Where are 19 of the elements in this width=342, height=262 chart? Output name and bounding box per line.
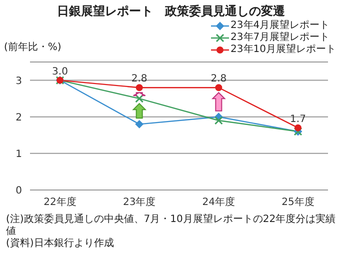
data-label: 2.8 xyxy=(131,74,148,85)
text: (注)政策委員見通しの中央値、7月・10月展望レポートの22年度分は実績値 xyxy=(6,214,336,238)
y-tick-label: 1 xyxy=(16,148,22,160)
legend-label: 23年10月展望レポート xyxy=(230,44,336,56)
data-label: 2.8 xyxy=(210,74,227,85)
x-tick-label: 22年度 xyxy=(44,196,76,208)
data-label: 1.7 xyxy=(290,114,306,125)
y-tick-label: 3 xyxy=(16,76,22,87)
y-tick-label: 2 xyxy=(16,112,22,124)
legend-label: 23年4月展望レポート xyxy=(230,20,330,32)
y-axis-title: (前年比・%) xyxy=(4,40,62,54)
x-tick-label: 23年度 xyxy=(122,196,156,208)
legend-label: 23年7月展望レポート xyxy=(230,32,330,44)
chart-title: 日銀展望レポート 政策委員見通しの変遷 xyxy=(56,3,286,20)
text: (資料)日本銀行より作成 xyxy=(6,238,115,250)
x-tick-label: 25年度 xyxy=(282,196,314,208)
x-tick-label: 24年度 xyxy=(202,196,236,208)
data-label: 3.0 xyxy=(52,66,68,78)
y-tick-label: 0 xyxy=(16,186,22,197)
